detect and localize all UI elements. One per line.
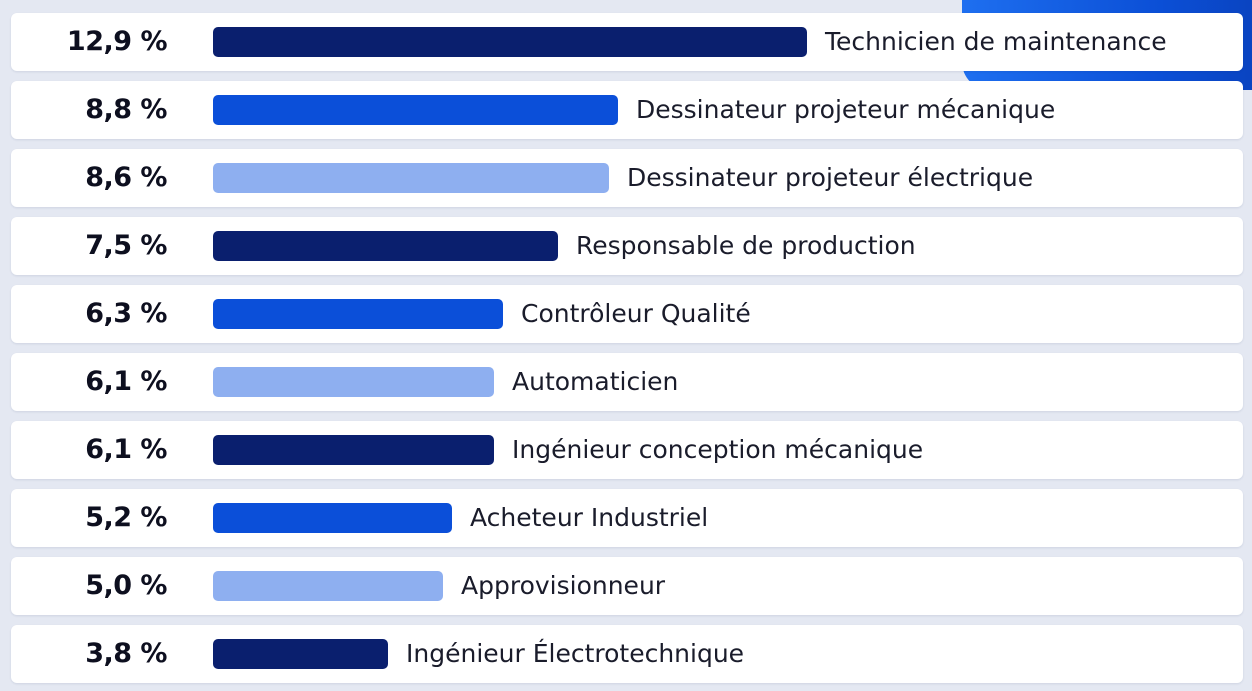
value-label: 5,0 %	[85, 570, 167, 601]
category-label: Dessinateur projeteur mécanique	[636, 95, 1056, 124]
bar	[213, 299, 503, 329]
value-label: 6,1 %	[85, 366, 167, 397]
value-label: 6,3 %	[85, 298, 167, 329]
bar-row: 5,0 % Approvisionneur	[11, 557, 1243, 615]
bar-row: 8,8 % Dessinateur projeteur mécanique	[11, 81, 1243, 139]
bar-row: 12,9 % Technicien de maintenance	[11, 13, 1243, 71]
bar	[213, 571, 443, 601]
bar-row: 6,1 % Automaticien	[11, 353, 1243, 411]
bar-row: 3,8 % Ingénieur Électrotechnique	[11, 625, 1243, 683]
category-label: Technicien de maintenance	[825, 27, 1167, 56]
value-label: 8,6 %	[85, 162, 167, 193]
category-label: Approvisionneur	[461, 571, 666, 600]
bar	[213, 231, 558, 261]
value-label: 8,8 %	[85, 94, 167, 125]
bar-row: 7,5 % Responsable de production	[11, 217, 1243, 275]
bar	[213, 367, 494, 397]
bar-row: 5,2 % Acheteur Industriel	[11, 489, 1243, 547]
bar	[213, 435, 494, 465]
bar	[213, 95, 618, 125]
value-label: 3,8 %	[85, 638, 167, 669]
value-label: 6,1 %	[85, 434, 167, 465]
category-label: Dessinateur projeteur électrique	[627, 163, 1034, 192]
category-label: Ingénieur conception mécanique	[512, 435, 924, 464]
category-label: Responsable de production	[576, 231, 916, 260]
value-label: 7,5 %	[85, 230, 167, 261]
category-label: Ingénieur Électrotechnique	[406, 639, 745, 668]
bar	[213, 639, 388, 669]
bar-row: 8,6 % Dessinateur projeteur électrique	[11, 149, 1243, 207]
category-label: Acheteur Industriel	[470, 503, 709, 532]
category-label: Contrôleur Qualité	[521, 299, 751, 328]
bar-row: 6,3 % Contrôleur Qualité	[11, 285, 1243, 343]
bar-row: 6,1 % Ingénieur conception mécanique	[11, 421, 1243, 479]
bar	[213, 503, 452, 533]
category-label: Automaticien	[512, 367, 679, 396]
value-label: 5,2 %	[85, 502, 167, 533]
value-label: 12,9 %	[66, 26, 168, 57]
bar	[213, 27, 807, 57]
bar	[213, 163, 609, 193]
